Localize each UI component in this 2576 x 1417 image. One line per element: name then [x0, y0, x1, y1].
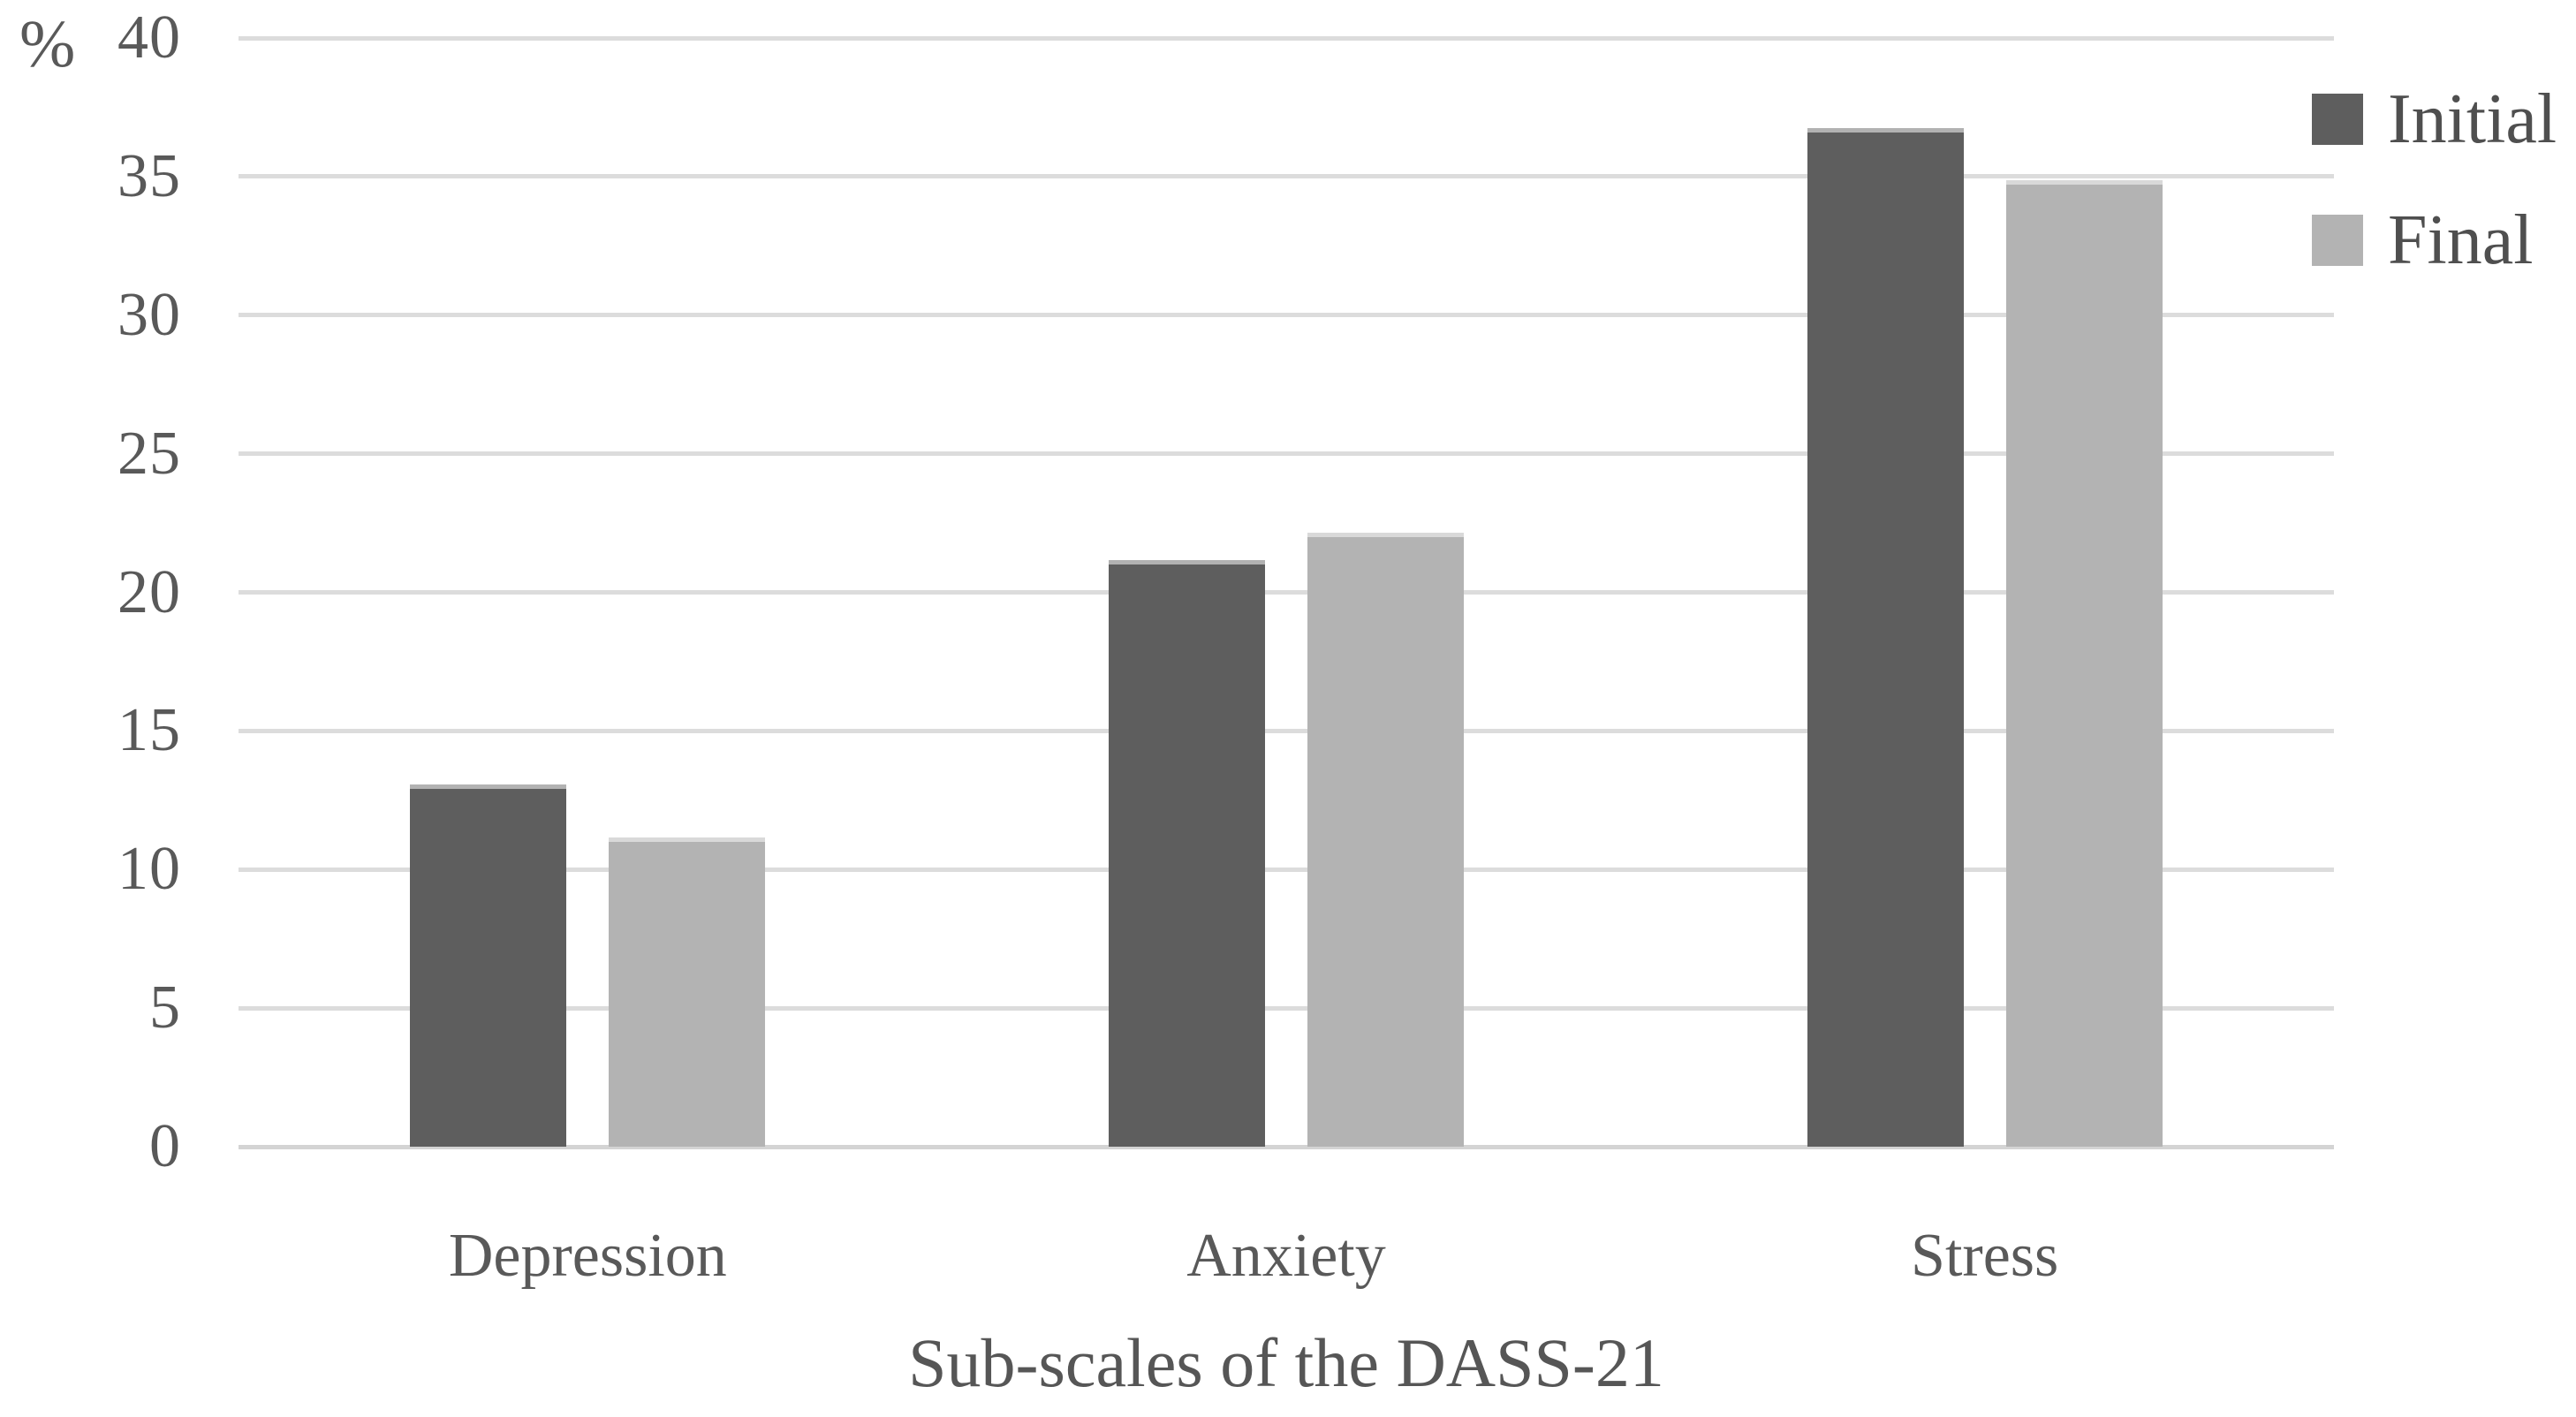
y-tick-label-40: 40 — [117, 4, 181, 72]
x-axis-title: Sub-scales of the DASS-21 — [908, 1324, 1664, 1401]
legend-item-final: Final — [2312, 205, 2533, 276]
y-axis-unit-label: % — [19, 7, 76, 81]
legend-label-final: Final — [2388, 201, 2534, 279]
legend-item-initial: Initial — [2312, 84, 2557, 155]
y-tick-label-35: 35 — [117, 141, 181, 210]
bar-initial-depression — [410, 789, 567, 1147]
gridline-y-15 — [239, 728, 2334, 733]
gridline-y-30 — [239, 313, 2334, 318]
legend-swatch-initial — [2312, 94, 2363, 145]
bar-initial-anxiety — [1109, 565, 1265, 1147]
y-tick-label-10: 10 — [117, 835, 181, 904]
y-tick-label-20: 20 — [117, 557, 181, 626]
gridline-y-40 — [239, 35, 2334, 41]
gridline-y-10 — [239, 867, 2334, 872]
bar-final-stress — [2005, 185, 2163, 1147]
category-label-depression: Depression — [448, 1222, 727, 1290]
y-tick-label-0: 0 — [149, 1112, 181, 1180]
bar-final-anxiety — [1307, 536, 1464, 1147]
y-tick-label-25: 25 — [117, 419, 181, 488]
gridline-y-0 — [239, 1144, 2334, 1149]
gridline-y-25 — [239, 451, 2334, 457]
gridline-y-5 — [239, 1005, 2334, 1011]
y-tick-label-30: 30 — [117, 280, 181, 349]
category-label-anxiety: Anxiety — [1186, 1222, 1386, 1290]
bar-initial-stress — [1807, 132, 1964, 1147]
gridline-y-35 — [239, 174, 2334, 179]
y-tick-label-5: 5 — [149, 974, 181, 1042]
legend-label-initial: Initial — [2388, 80, 2557, 158]
legend-swatch-final — [2312, 215, 2363, 266]
bar-final-depression — [609, 841, 766, 1147]
category-label-stress: Stress — [1911, 1222, 2059, 1290]
gridline-y-20 — [239, 590, 2334, 595]
y-tick-label-15: 15 — [117, 696, 181, 765]
